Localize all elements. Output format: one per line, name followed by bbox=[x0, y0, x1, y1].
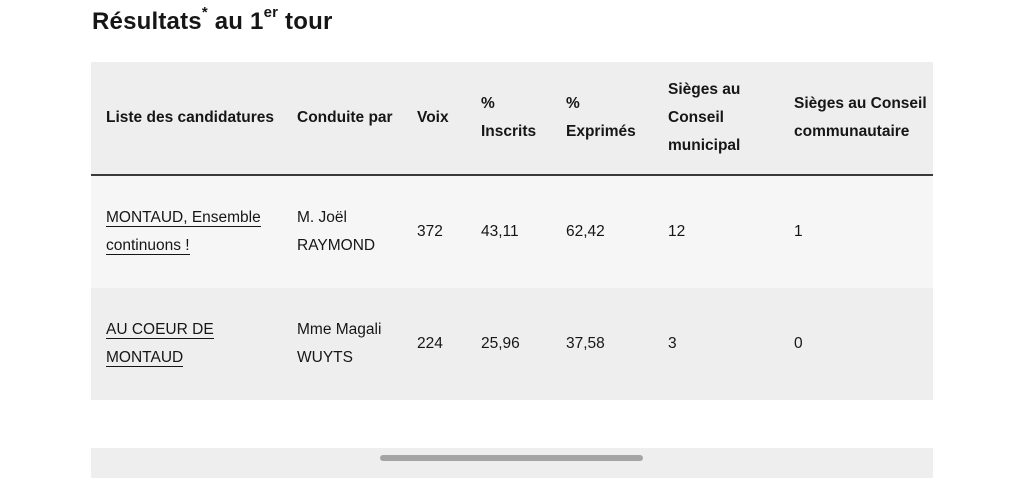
table-row: MONTAUD, Ensemble continuons ! M. Joël R… bbox=[91, 175, 933, 288]
cell-liste: MONTAUD, Ensemble continuons ! bbox=[91, 175, 282, 288]
table-header: Liste des candidatures Conduite par Voix… bbox=[91, 62, 933, 176]
cell-inscrits: 43,11 bbox=[466, 175, 551, 288]
cell-liste: AU COEUR DE MONTAUD bbox=[91, 288, 282, 400]
cell-exprimes: 37,58 bbox=[551, 288, 653, 400]
cell-conduite: Mme Magali WUYTS bbox=[282, 288, 402, 400]
cell-sieges-municipal: 12 bbox=[653, 175, 779, 288]
list-link[interactable]: AU COEUR DE MONTAUD bbox=[106, 321, 214, 367]
cell-voix: 224 bbox=[402, 288, 466, 400]
header-sieges-municipal: Sièges au Conseil municipal bbox=[653, 62, 779, 176]
header-voix: Voix bbox=[402, 62, 466, 176]
cell-exprimes: 62,42 bbox=[551, 175, 653, 288]
cell-sieges-municipal: 3 bbox=[653, 288, 779, 400]
cell-sieges-communautaire: 0 bbox=[779, 288, 933, 400]
cell-sieges-communautaire: 1 bbox=[779, 175, 933, 288]
cell-voix: 372 bbox=[402, 175, 466, 288]
header-sieges-communautaire: Sièges au Conseil communautaire bbox=[779, 62, 933, 176]
header-liste: Liste des candidatures bbox=[91, 62, 282, 176]
header-inscrits: % Inscrits bbox=[466, 62, 551, 176]
page-title: Résultats* au 1er tour bbox=[92, 4, 333, 35]
horizontal-scrollbar[interactable] bbox=[380, 455, 643, 461]
header-conduite: Conduite par bbox=[282, 62, 402, 176]
table-row: AU COEUR DE MONTAUD Mme Magali WUYTS 224… bbox=[91, 288, 933, 400]
cell-inscrits: 25,96 bbox=[466, 288, 551, 400]
next-table-header bbox=[91, 448, 933, 478]
header-exprimes: % Exprimés bbox=[551, 62, 653, 176]
cell-conduite: M. Joël RAYMOND bbox=[282, 175, 402, 288]
list-link[interactable]: MONTAUD, Ensemble continuons ! bbox=[106, 209, 261, 255]
results-table: Liste des candidatures Conduite par Voix… bbox=[91, 62, 933, 400]
